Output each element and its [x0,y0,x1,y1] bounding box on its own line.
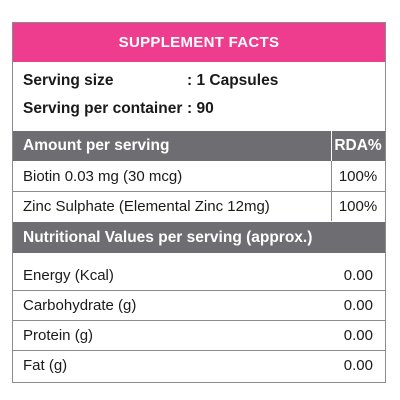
column-divider [331,161,332,191]
nutrient-value: 0.00 [343,357,373,374]
ingredient-row: Biotin 0.03 mg (30 mcg) 100% [13,161,385,191]
rda-header-label: RDA% [334,137,382,154]
serving-size-label: Serving size [23,72,114,89]
servings-per-container-label: Serving per container [23,100,183,117]
ingredient-row: Zinc Sulphate (Elemental Zinc 12mg) 100% [13,191,385,221]
nutrition-row: Protein (g) 0.00 [13,320,385,350]
ingredient-name: Zinc Sulphate (Elemental Zinc 12mg) [23,198,270,215]
serving-size-value: : 1 Capsules [187,72,279,89]
panel-title: SUPPLEMENT FACTS [13,23,385,62]
nutrient-name: Carbohydrate (g) [23,297,137,314]
nutrient-value: 0.00 [343,266,373,284]
nutrient-name: Protein (g) [23,327,94,344]
amount-header-label: Amount per serving [23,137,170,154]
supplement-facts-panel: SUPPLEMENT FACTS Serving size : 1 Capsul… [12,22,386,383]
ingredient-name: Biotin 0.03 mg (30 mcg) [23,167,183,185]
nutrient-name: Fat (g) [23,357,68,374]
amount-header-row: Amount per serving RDA% [13,131,385,161]
ingredient-rda: 100% [338,198,378,215]
nutrient-name: Energy (Kcal) [23,266,114,284]
nutrition-header-label: Nutritional Values per serving (approx.) [23,228,313,246]
nutrition-row: Fat (g) 0.00 [13,350,385,380]
nutrition-row: Carbohydrate (g) 0.00 [13,290,385,320]
servings-per-container-value: : 90 [187,100,214,117]
nutrient-value: 0.00 [343,297,373,314]
column-divider [331,192,332,221]
servings-per-container-row: Serving per container : 90 [13,97,385,123]
nutrient-value: 0.00 [343,327,373,344]
nutrition-row: Energy (Kcal) 0.00 [13,260,385,290]
header-divider [331,131,332,161]
serving-size-row: Serving size : 1 Capsules [13,69,385,95]
nutrition-header-row: Nutritional Values per serving (approx.) [13,222,385,253]
ingredient-rda: 100% [338,167,378,185]
